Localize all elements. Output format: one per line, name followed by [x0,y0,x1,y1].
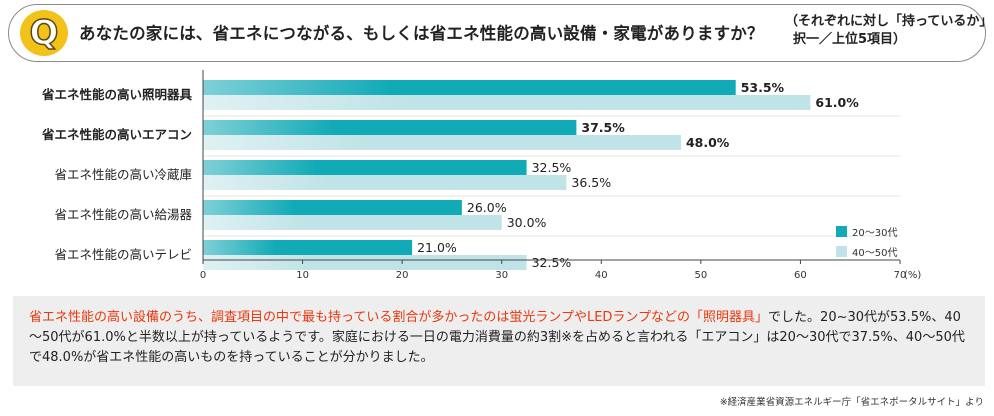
bar-age20-30 [203,200,462,215]
value-label: 36.5% [571,175,611,190]
value-label: 37.5% [581,120,625,135]
bar-age40-50 [203,135,681,150]
category-label: 省エネ性能の高い冷蔵庫 [54,167,192,182]
x-tick-label: 40 [595,270,608,281]
value-label: 32.5% [532,160,572,175]
x-tick-label: 10 [296,270,309,281]
x-axis-unit: (%) [904,270,921,281]
summary-text: でした。20~30代が53.5%、40～50代が61.0%と半数以上が持っている… [29,310,965,365]
category-label: 省エネ性能の高い照明器具 [41,87,193,102]
question-header: Q あなたの家には、省エネにつながる、もしくは省エネ性能の高い設備・家電がありま… [8,4,992,62]
bar-age20-30 [203,80,736,95]
category-label: 省エネ性能の高い給湯器 [54,207,192,222]
x-tick-label: 30 [495,270,508,281]
category-label: 省エネ性能の高いエアコン [41,127,192,142]
value-label: 32.5% [532,255,572,270]
value-label: 21.0% [417,240,457,255]
legend-swatch [836,226,847,237]
bar-age20-30 [203,160,527,175]
bar-age20-30 [203,120,577,135]
value-label: 53.5% [741,80,785,95]
summary-highlight: 省エネ性能の高い設備のうち、調査項目の中で最も持っている割合が多かったのは蛍光ラ… [29,310,769,325]
summary-box: 省エネ性能の高い設備のうち、調査項目の中で最も持っている割合が多かったのは蛍光ラ… [13,296,985,386]
x-tick-label: 20 [396,270,409,281]
x-tick-label: 60 [794,270,807,281]
legend-label: 20〜30代 [852,227,897,239]
bar-age20-30 [203,240,413,255]
legend-label: 40〜50代 [852,247,897,259]
x-tick-label: 50 [694,270,707,281]
bar-chart: 省エネ性能の高い照明器具 53.5% 61.0% 省エネ性能の高いエアコン 37.5% 4… [41,70,921,281]
q-letter: Q [29,13,59,53]
x-tick-label: 0 [200,270,206,281]
value-label: 26.0% [467,200,507,215]
question-note-line1: （それぞれに対し「持っているか」 [785,14,993,29]
question-note-line2: 択一／上位5項目） [793,32,907,47]
value-label: 61.0% [815,95,859,110]
bar-age40-50 [203,95,811,110]
source-note: ※経済産業省資源エネルギー庁「省エネポータルサイト」より [719,397,984,408]
bar-age40-50 [203,175,567,190]
q-badge-icon: Q [20,10,68,56]
x-tick-label: 70 [894,270,907,281]
legend-swatch [836,246,847,257]
value-label: 48.0% [686,135,730,150]
bar-age40-50 [203,215,502,230]
bar-age40-50 [203,255,527,270]
category-label: 省エネ性能の高いテレビ [54,247,192,262]
value-label: 30.0% [507,215,547,230]
question-note: （それぞれに対し「持っているか」 択一／上位5項目） [785,13,992,49]
question-text: あなたの家には、省エネにつながる、もしくは省エネ性能の高い設備・家電がありますか… [79,24,764,43]
